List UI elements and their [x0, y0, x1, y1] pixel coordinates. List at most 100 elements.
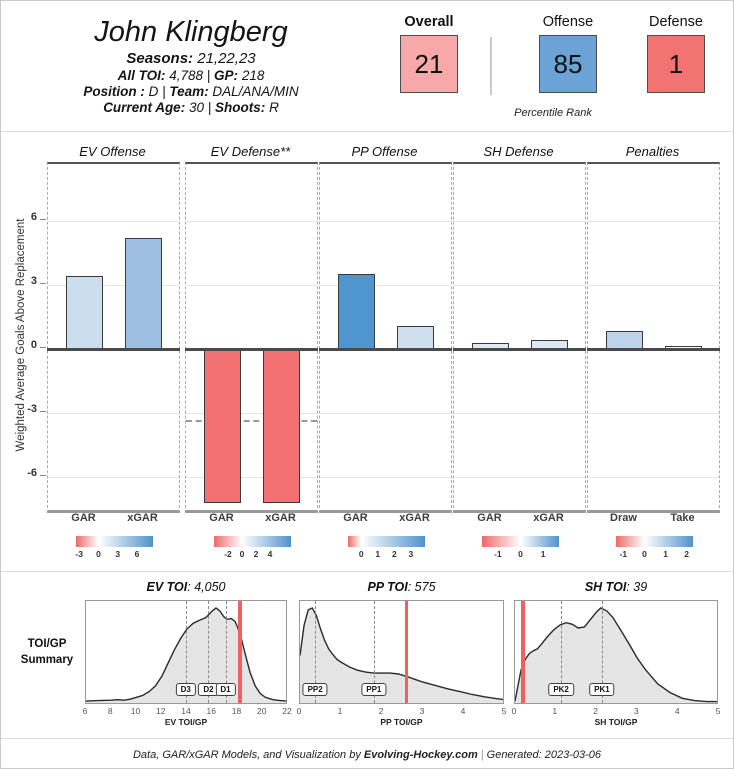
color-scale-tick: -2	[224, 549, 232, 559]
gridline	[186, 221, 317, 222]
density-plot: PP2 PP1	[299, 600, 504, 704]
gridline	[48, 413, 179, 414]
seasons-label: Seasons:	[126, 50, 194, 67]
position-marker-label: D3	[175, 683, 196, 696]
gridline	[320, 285, 451, 286]
divider	[1, 738, 733, 739]
position-marker-label: PP2	[302, 683, 328, 696]
color-scale-tick: 0	[518, 549, 523, 559]
divider	[1, 571, 733, 572]
chart-panel	[319, 162, 452, 513]
toi-summary: TOI/GP Summary EV TOI: 4,050 D3 D2 D1 6 8 10 12…	[1, 572, 733, 738]
x-axis-tick-label: 6	[82, 706, 88, 716]
position-marker-line	[561, 601, 563, 703]
x-axis-title: EV TOI/GP	[164, 717, 208, 727]
position-marker-label: D1	[215, 683, 236, 696]
gridline	[186, 413, 317, 414]
gridline	[186, 285, 317, 286]
panel-title: SH Defense	[483, 144, 554, 159]
zero-line	[587, 348, 720, 351]
player-value-line	[238, 601, 242, 703]
x-axis-tick-label: 1	[552, 706, 558, 716]
density-title-label: PP TOI	[367, 580, 408, 594]
position-marker-line	[208, 601, 210, 703]
divider	[1, 131, 733, 132]
team-label: Team:	[169, 84, 209, 99]
color-scale-tick: 1	[375, 549, 381, 559]
bar-category-label: GAR	[477, 512, 502, 524]
color-scale-tick: 1	[540, 549, 546, 559]
color-scale	[482, 536, 559, 547]
x-axis-tick-label: 3	[634, 706, 639, 716]
color-scale-tick: 0	[358, 549, 364, 559]
overall-percentile-box: 21	[400, 35, 458, 93]
color-scale	[76, 536, 153, 547]
position-value: D	[148, 84, 159, 99]
density-title-label: SH TOI	[584, 580, 627, 594]
color-scale-tick: -1	[494, 549, 502, 559]
defense-label: Defense	[648, 14, 703, 30]
x-axis-tick-label: 0	[296, 706, 302, 716]
color-scale-tick: -3	[75, 549, 83, 559]
color-scale-tick: 2	[253, 549, 259, 559]
gridline	[48, 477, 179, 478]
position-marker-label: PK2	[548, 683, 574, 696]
x-axis-tick-label: 8	[107, 706, 113, 716]
gar-bar	[397, 325, 434, 349]
gridline	[48, 221, 179, 222]
shoots-label: Shoots:	[215, 100, 266, 115]
bar-category-label: GAR	[343, 512, 368, 524]
toi-label: All TOI:	[117, 68, 166, 83]
offense-percentile-box: 85	[539, 35, 597, 93]
gridline	[186, 477, 317, 478]
gar-bar	[204, 349, 241, 503]
density-curve	[300, 607, 503, 703]
toi-summary-line2: Summary	[20, 654, 74, 666]
y-axis-tick-label: -6	[27, 467, 37, 479]
zero-line	[185, 348, 318, 351]
gar-bar	[125, 238, 162, 349]
pipe: |	[162, 84, 166, 99]
chart-panel	[185, 162, 318, 513]
density-title-value: : 4,050	[187, 580, 226, 594]
gridline	[454, 413, 585, 414]
position-marker-label: PP1	[361, 683, 387, 696]
density-plot: D3 D2 D1	[85, 600, 287, 704]
pipe: |	[206, 68, 211, 83]
panel-title: EV Defense**	[210, 144, 291, 159]
x-axis-tick-label: 0	[511, 706, 517, 716]
color-scale-tick: 0	[642, 549, 647, 559]
position-marker-line	[185, 601, 187, 703]
pipe: |	[207, 100, 212, 115]
overall-label: Overall	[404, 14, 454, 30]
player-value-line	[404, 601, 409, 703]
bar-category-label: Take	[670, 512, 695, 524]
y-axis-tick-mark	[40, 410, 46, 412]
bar-category-label: xGAR	[533, 512, 564, 524]
seasons-value: 21,22,23	[197, 50, 256, 67]
position-team-line: Position : D | Team: DAL/ANA/MIN	[7, 84, 375, 100]
age-shoots-line: Current Age: 30 | Shoots: R	[7, 100, 375, 116]
position-marker-line	[225, 601, 227, 703]
position-marker-line	[373, 601, 375, 703]
pipe: |	[480, 749, 484, 761]
toi-summary-line1: TOI/GP	[27, 638, 67, 650]
density-title-label: EV TOI	[146, 580, 188, 594]
color-scale-tick: 1	[663, 549, 668, 559]
gar-chart: 6 3 0 -3 -6 Weighted Average Goals Above Repl…	[1, 132, 733, 571]
zero-line	[453, 348, 586, 351]
gridline	[320, 477, 451, 478]
density-title-value: : 39	[626, 580, 648, 594]
y-axis-tick-mark	[40, 346, 46, 348]
player-info: John Klingberg Seasons: 21,22,23 All TOI…	[7, 15, 375, 116]
y-axis-tick-label: 6	[30, 211, 37, 223]
position-label: Position :	[83, 84, 145, 99]
player-value-line	[521, 601, 525, 703]
density-title: SH TOI: 39	[514, 580, 718, 594]
y-axis-tick-label: 3	[30, 275, 37, 287]
offense-label: Offense	[542, 14, 594, 30]
position-marker-label: PK1	[589, 683, 615, 696]
toi-summary-label: TOI/GP Summary	[9, 636, 85, 668]
defense-percentile-box: 1	[647, 35, 705, 93]
